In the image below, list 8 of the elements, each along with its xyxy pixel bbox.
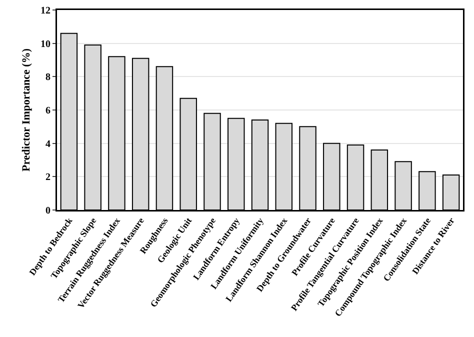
y-tick-label: 12	[40, 6, 50, 16]
y-tick-label: 10	[40, 38, 50, 50]
y-axis-title: Predictor Importance (%)	[20, 48, 32, 172]
y-tick-label: 2	[46, 172, 50, 184]
y-tick-label: 8	[46, 72, 50, 84]
y-tick-label: 4	[46, 138, 50, 150]
y-tick-label: 0	[46, 206, 50, 216]
y-tick-label: 6	[46, 106, 50, 116]
